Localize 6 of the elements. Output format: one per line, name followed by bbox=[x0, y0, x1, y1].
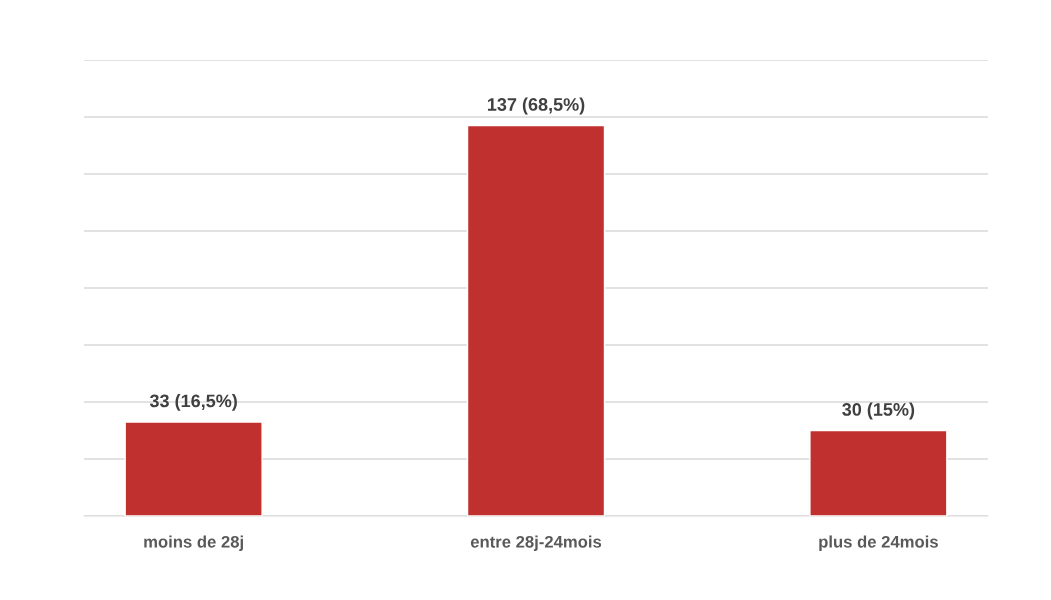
data-label: 30 (15%) bbox=[842, 402, 915, 420]
data-label: 33 (16,5%) bbox=[149, 394, 237, 411]
x-tick-label: plus de 24mois bbox=[819, 535, 938, 551]
data-label: 137 (68,5%) bbox=[487, 97, 585, 115]
x-tick-label: entre 28j-24mois bbox=[470, 535, 602, 551]
x-tick-label: moins de 28j bbox=[144, 535, 243, 551]
